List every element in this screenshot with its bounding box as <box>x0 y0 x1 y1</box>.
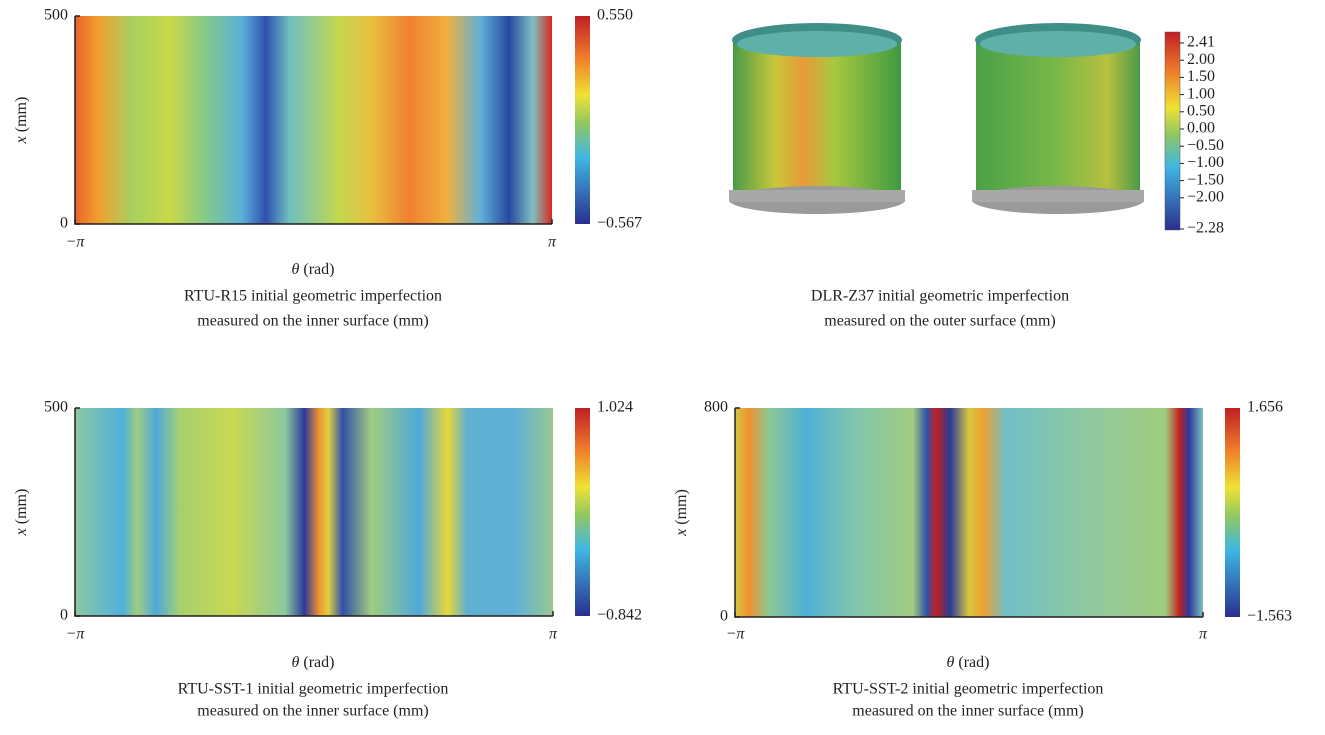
x-tick-label: π <box>1199 626 1208 643</box>
colorbar-tick-label: −0.567 <box>597 215 642 232</box>
colorbar-tick-label: 1.00 <box>1187 85 1215 102</box>
colorbar-tick-label: 0.50 <box>1187 102 1215 119</box>
colorbar-tick-label: 2.41 <box>1187 34 1215 51</box>
y-axis-label-var: x <box>13 528 30 536</box>
y-axis-label-var: x <box>673 529 690 537</box>
heatmap <box>735 408 1203 617</box>
colorbar-tick-label: 1.50 <box>1187 68 1215 85</box>
heatmap <box>75 408 553 616</box>
x-tick-label: −π <box>726 626 746 643</box>
y-axis-label-unit: (mm) <box>13 489 30 529</box>
caption: RTU-SST-1 initial geometric imperfection <box>178 681 449 698</box>
y-tick-label: 0 <box>60 215 68 232</box>
cylinder-render <box>729 23 1144 214</box>
colorbar-tick-label: 1.656 <box>1247 399 1283 416</box>
x-axis-label-unit: (rad) <box>299 654 334 671</box>
x-tick-label: π <box>549 626 558 643</box>
colorbar-tick-label: −1.50 <box>1187 171 1224 188</box>
x-axis-label-unit: (rad) <box>954 654 989 671</box>
y-axis-label-unit: (mm) <box>673 489 690 529</box>
x-axis-label-unit: (rad) <box>299 261 334 278</box>
y-axis-label: x (mm) <box>13 97 30 145</box>
heatmap <box>75 16 552 224</box>
x-tick-label: π <box>548 234 557 251</box>
colorbar-tick-label: 1.024 <box>597 399 633 416</box>
colorbar <box>575 16 590 224</box>
caption: RTU-SST-2 initial geometric imperfection <box>833 681 1104 698</box>
x-axis-label-var: θ <box>292 654 300 671</box>
colorbar <box>575 408 590 616</box>
y-axis-label-unit: (mm) <box>13 97 30 137</box>
y-tick-label: 0 <box>60 607 68 624</box>
y-axis-label-var: x <box>13 136 30 144</box>
x-tick-label: −π <box>66 626 86 643</box>
x-axis-label-var: θ <box>292 261 300 278</box>
y-tick-label: 500 <box>44 399 68 416</box>
caption: measured on the outer surface (mm) <box>824 313 1055 330</box>
colorbar-tick-label: −1.00 <box>1187 154 1224 171</box>
colorbar-tick-label: 0.550 <box>597 7 633 24</box>
x-tick-label: −π <box>66 234 86 251</box>
y-tick-label: 800 <box>704 399 728 416</box>
colorbar <box>1164 31 1181 231</box>
colorbar <box>1225 408 1240 617</box>
colorbar-tick-label: −0.842 <box>597 607 642 624</box>
colorbar-tick-label: 0.00 <box>1187 120 1215 137</box>
y-axis-label: x (mm) <box>13 489 30 537</box>
colorbar-tick-label: 2.00 <box>1187 51 1215 68</box>
colorbar-tick-label: −1.563 <box>1247 608 1292 625</box>
caption: measured on the inner surface (mm) <box>197 313 428 330</box>
caption: measured on the inner surface (mm) <box>852 703 1083 720</box>
x-axis-label: θ (rad) <box>947 654 990 671</box>
caption: measured on the inner surface (mm) <box>197 703 428 720</box>
colorbar-tick-label: −0.50 <box>1187 137 1224 154</box>
colorbar-tick-label: −2.00 <box>1187 188 1224 205</box>
y-tick-label: 500 <box>44 7 68 24</box>
caption: DLR-Z37 initial geometric imperfection <box>811 288 1069 305</box>
x-axis-label: θ (rad) <box>292 654 335 671</box>
x-axis-label-var: θ <box>947 654 955 671</box>
y-axis-label: x (mm) <box>673 489 690 537</box>
y-tick-label: 0 <box>720 608 728 625</box>
x-axis-label: θ (rad) <box>292 261 335 278</box>
caption: RTU-R15 initial geometric imperfection <box>184 288 442 305</box>
colorbar-tick-label: −2.28 <box>1187 220 1224 237</box>
